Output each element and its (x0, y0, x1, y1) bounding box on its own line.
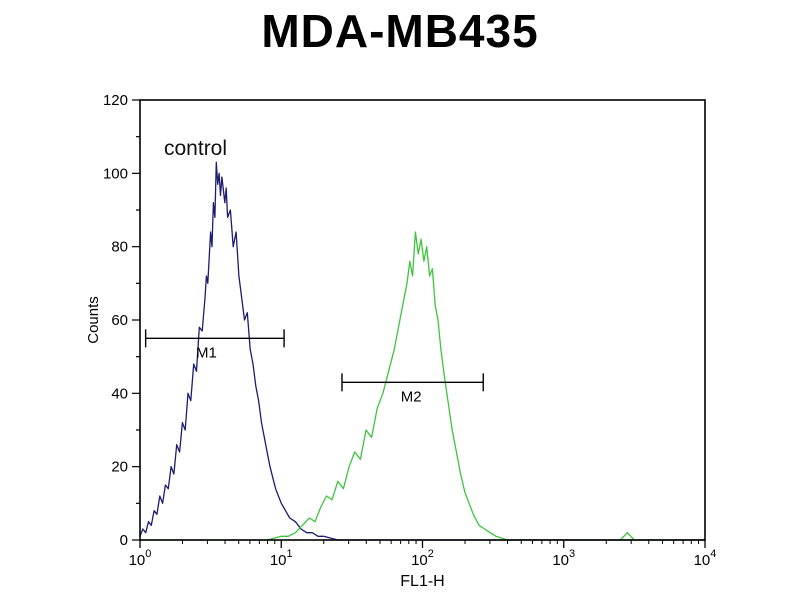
chart-title: MDA-MB435 (261, 5, 539, 57)
series-control-curve (139, 161, 705, 541)
y-tick-label: 100 (103, 165, 128, 182)
plot-border (139, 99, 706, 541)
x-axis-label: FL1-H (400, 573, 444, 590)
y-axis-label: Counts (85, 296, 102, 344)
x-tick-label: 103 (552, 548, 575, 569)
x-tick-label: 101 (270, 548, 293, 569)
y-tick-label: 40 (111, 385, 128, 402)
annotation-control-label: control (164, 137, 227, 160)
y-tick-label: 80 (111, 239, 128, 256)
y-tick-label: 20 (111, 459, 128, 476)
x-tick-label: 104 (694, 548, 717, 569)
gate-M2-label: M2 (401, 388, 422, 405)
y-tick-label: 120 (103, 92, 128, 109)
gate-M1-label: M1 (196, 344, 217, 361)
y-tick-label: 60 (111, 312, 128, 329)
y-tick-label: 0 (120, 532, 128, 549)
series-stained-curve (140, 231, 705, 541)
x-tick-label: 100 (129, 548, 152, 569)
x-tick-label: 102 (411, 548, 434, 569)
